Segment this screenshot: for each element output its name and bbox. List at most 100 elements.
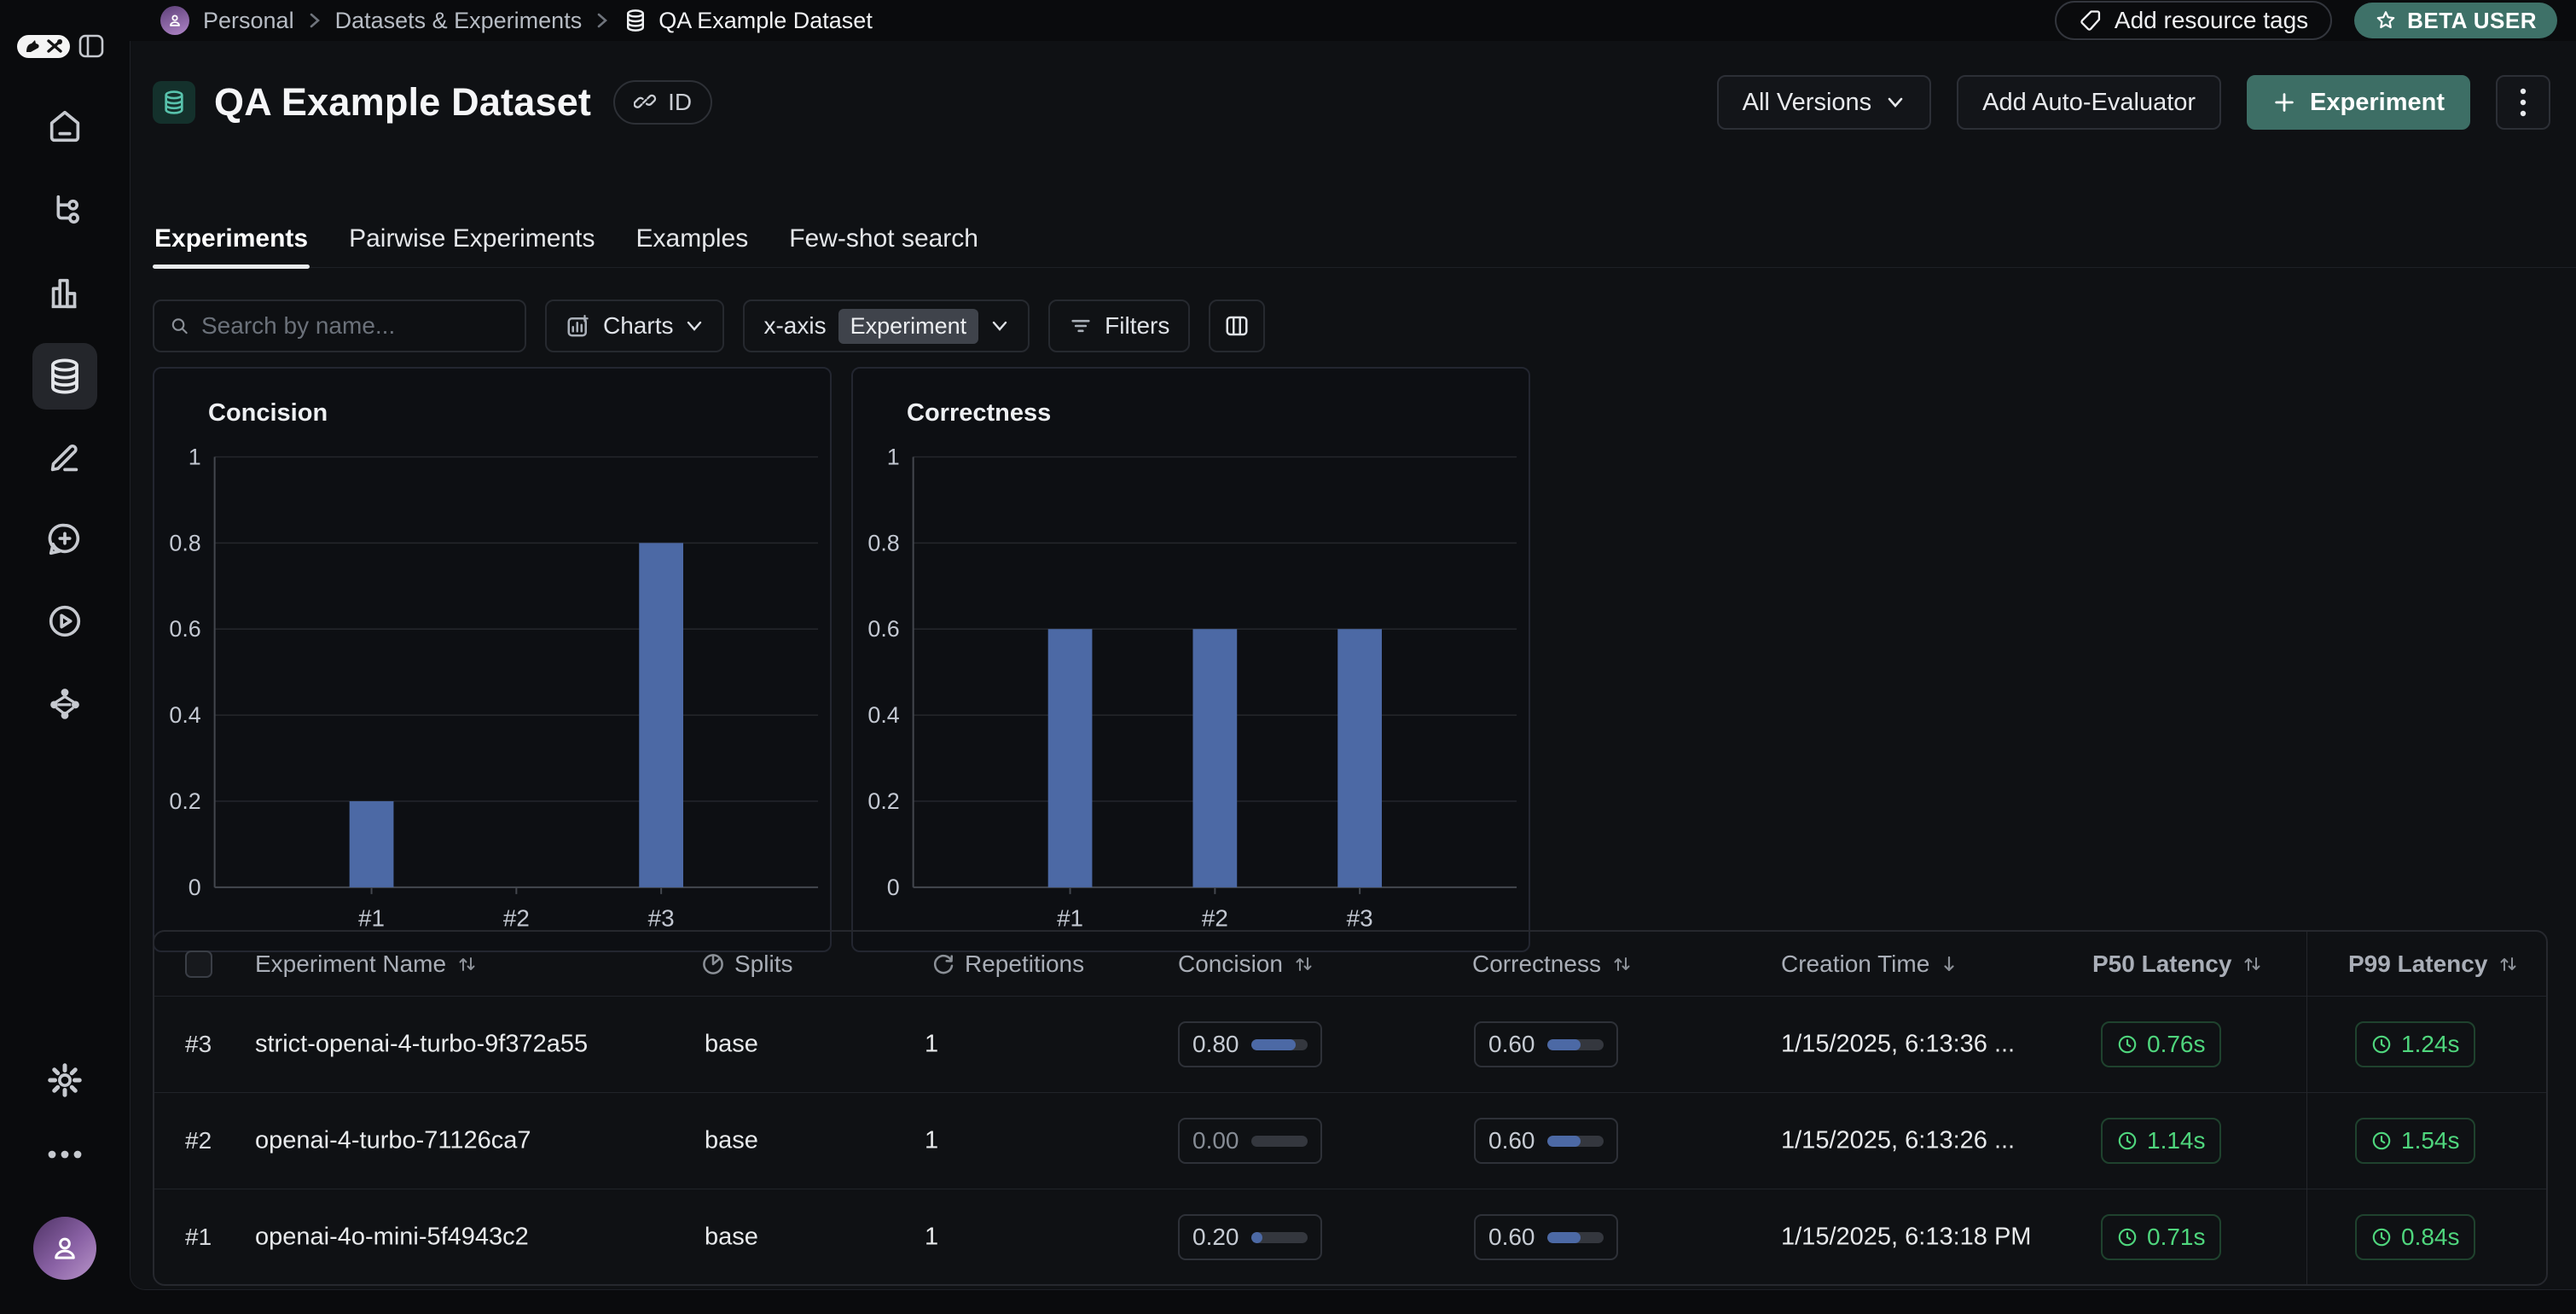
row-rank: #2 [185,1127,212,1154]
kebab-icon [2520,88,2527,117]
col-label: Experiment Name [255,950,447,977]
add-auto-evaluator-label: Add Auto-Evaluator [1982,88,2196,116]
copy-id-button[interactable]: ID [613,80,713,125]
sidebar-item-deployments[interactable] [32,670,97,736]
tab-experiments[interactable]: Experiments [153,210,310,269]
add-resource-tags-button[interactable]: Add resource tags [2054,1,2333,40]
gear-icon [48,1063,82,1097]
col-p50-latency[interactable]: P50 Latency [2092,951,2264,978]
sort-icon [1291,952,1315,976]
columns-button[interactable] [1209,299,1266,352]
clock-icon [2118,1035,2137,1054]
svg-text:#3: #3 [1347,905,1373,932]
table-row[interactable]: #2 openai-4-turbo-71126ca7 base 1 0.00 0… [154,1092,2546,1189]
col-concision[interactable]: Concision [1178,951,1315,978]
experiment-name-link[interactable]: openai-4-turbo-71126ca7 [255,1126,531,1154]
sidebar-item-more[interactable] [32,1129,97,1180]
p50-latency-badge[interactable]: 0.76s [2101,1021,2221,1067]
breadcrumb-workspace[interactable]: Personal [203,7,294,33]
svg-text:#1: #1 [1057,905,1083,932]
p99-latency-badge[interactable]: 1.54s [2355,1118,2475,1164]
col-creation-time[interactable]: Creation Time [1781,951,1960,978]
beta-user-label: BETA USER [2407,7,2537,33]
sidebar-item-home[interactable] [32,93,97,160]
score-bar [1546,1135,1604,1147]
table-row[interactable]: #1 openai-4o-mini-5f4943c2 base 1 0.20 0… [154,1189,2546,1284]
filters-button[interactable]: Filters [1048,299,1191,352]
creation-time: 1/15/2025, 6:13:36 ... [1781,1030,2016,1058]
table-row[interactable]: #3 strict-openai-4-turbo-9f372a55 base 1… [154,996,2546,1092]
sidebar-item-tracing[interactable] [32,177,97,243]
svg-text:0.8: 0.8 [169,530,200,555]
breadcrumb-current-label: QA Example Dataset [659,7,873,33]
user-avatar[interactable] [33,1217,96,1280]
col-experiment-name[interactable]: Experiment Name [255,951,479,978]
tab-examples[interactable]: Examples [635,224,749,253]
tools-icon [47,39,62,53]
svg-text:0.8: 0.8 [867,530,899,555]
sidebar-item-prompts[interactable] [32,506,97,573]
col-label: P99 Latency [2348,950,2488,977]
sidebar-item-monitoring[interactable] [32,260,97,327]
sort-icon [2496,952,2520,976]
sidebar-item-settings[interactable] [32,1047,97,1113]
col-correctness[interactable]: Correctness [1472,951,1633,978]
workspace-avatar[interactable] [160,6,189,35]
clock-icon [2118,1228,2137,1247]
experiment-label: Experiment [2310,88,2445,116]
select-all-checkbox[interactable] [185,950,212,978]
concision-score[interactable]: 0.80 [1178,1021,1322,1067]
person-icon [55,1237,75,1259]
search-input[interactable] [201,312,509,340]
more-options-button[interactable] [2496,75,2550,130]
col-splits[interactable]: Splits [700,951,792,978]
ellipsis-icon [48,1150,82,1159]
pinned-column-divider [2306,932,2307,1284]
sidebar-item-annotation[interactable] [32,424,97,491]
experiment-name-link[interactable]: openai-4o-mini-5f4943c2 [255,1223,529,1251]
p99-latency-badge[interactable]: 1.24s [2355,1021,2475,1067]
p50-latency-badge[interactable]: 0.71s [2101,1214,2221,1260]
columns-icon [1226,316,1248,336]
tab-few-shot-search[interactable]: Few-shot search [789,224,978,253]
concision-score[interactable]: 0.00 [1178,1118,1322,1164]
p50-latency-badge[interactable]: 1.14s [2101,1118,2221,1164]
sort-icon [2240,952,2264,976]
chart-title: Correctness [907,399,1052,427]
breadcrumb-section[interactable]: Datasets & Experiments [334,7,583,33]
score-bar [1546,1231,1604,1243]
svg-text:0.4: 0.4 [169,702,200,728]
correctness-score[interactable]: 0.60 [1474,1021,1618,1067]
xaxis-dropdown[interactable]: x-axis Experiment [743,299,1030,352]
add-auto-evaluator-button[interactable]: Add Auto-Evaluator [1957,75,2222,130]
score-bar [1546,1038,1604,1050]
correctness-score[interactable]: 0.60 [1474,1214,1618,1260]
charts-dropdown[interactable]: Charts [545,299,725,352]
panel-toggle-icon[interactable] [78,34,104,58]
row-rank: #1 [185,1224,212,1250]
sidebar-item-datasets[interactable] [32,343,97,410]
col-label: Splits [734,950,793,977]
svg-text:#3: #3 [648,905,675,932]
col-repetitions[interactable]: Repetitions [931,951,1084,978]
p99-latency-badge[interactable]: 0.84s [2355,1214,2475,1260]
all-versions-label: All Versions [1742,88,1872,116]
chart-concision: 0 0.2 0.4 0.6 0.8 1 #1 #2 #3 Concision [153,367,832,952]
col-p99-latency[interactable]: P99 Latency [2348,951,2520,978]
svg-text:1: 1 [189,444,201,469]
score-bar [1250,1038,1308,1050]
splits-value: base [705,1030,758,1058]
new-experiment-button[interactable]: Experiment [2247,75,2470,130]
sidebar-item-playground[interactable] [32,588,97,654]
experiment-name-link[interactable]: strict-openai-4-turbo-9f372a55 [255,1030,589,1058]
chevron-down-icon [1888,97,1903,108]
concision-score[interactable]: 0.20 [1178,1214,1322,1260]
left-sidebar [0,0,130,1314]
correctness-score[interactable]: 0.60 [1474,1118,1618,1164]
langsmith-logo[interactable] [17,34,70,58]
search-icon [171,318,188,334]
svg-text:0: 0 [887,875,900,900]
tab-pairwise-experiments[interactable]: Pairwise Experiments [349,224,595,253]
all-versions-dropdown[interactable]: All Versions [1716,75,1932,130]
svg-text:0.2: 0.2 [169,788,200,814]
